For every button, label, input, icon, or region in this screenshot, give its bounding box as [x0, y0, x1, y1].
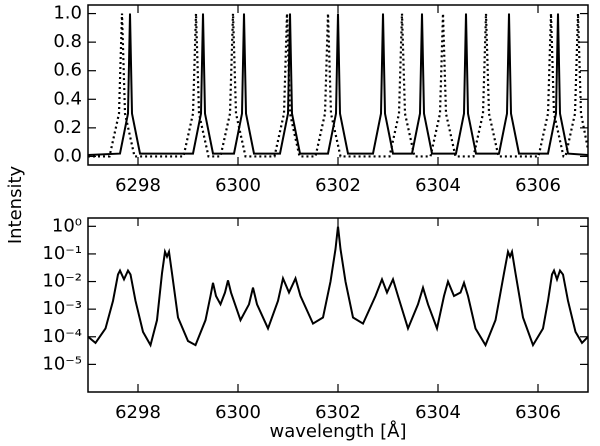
- data-line: [88, 226, 588, 348]
- y-tick-label: 10⁻⁴: [42, 326, 82, 347]
- y-tick-label: 10⁻³: [42, 298, 82, 319]
- y-tick-label: 10⁻⁵: [42, 353, 82, 374]
- y-tick-label: 10⁻²: [42, 271, 82, 292]
- y-tick-label: 10⁰: [52, 215, 82, 236]
- y-tick-label: 0.2: [53, 117, 82, 138]
- y-tick-label: 0.0: [53, 145, 82, 166]
- x-tick-label: 6304: [415, 402, 461, 423]
- x-axis-label: wavelength [Å]: [270, 420, 407, 442]
- y-tick-label: 10⁻¹: [42, 243, 82, 264]
- y-tick-label: 0.6: [53, 60, 82, 81]
- plot-frame: [87, 217, 589, 393]
- x-tick-label: 6306: [515, 175, 561, 196]
- x-tick-label: 6302: [315, 402, 361, 423]
- y-tick-label: 0.4: [53, 88, 82, 109]
- x-tick-label: 6302: [315, 175, 361, 196]
- x-tick-label: 6300: [215, 402, 261, 423]
- y-axis-label: Intensity: [5, 165, 26, 244]
- data-line: [88, 13, 588, 158]
- y-tick-label: 1.0: [53, 3, 82, 24]
- x-tick-label: 6300: [215, 175, 261, 196]
- y-tick-label: 0.8: [53, 31, 82, 52]
- x-tick-label: 6298: [115, 402, 161, 423]
- x-tick-label: 6298: [115, 175, 161, 196]
- data-line: [88, 13, 588, 156]
- x-tick-label: 6306: [515, 402, 561, 423]
- x-tick-label: 6304: [415, 175, 461, 196]
